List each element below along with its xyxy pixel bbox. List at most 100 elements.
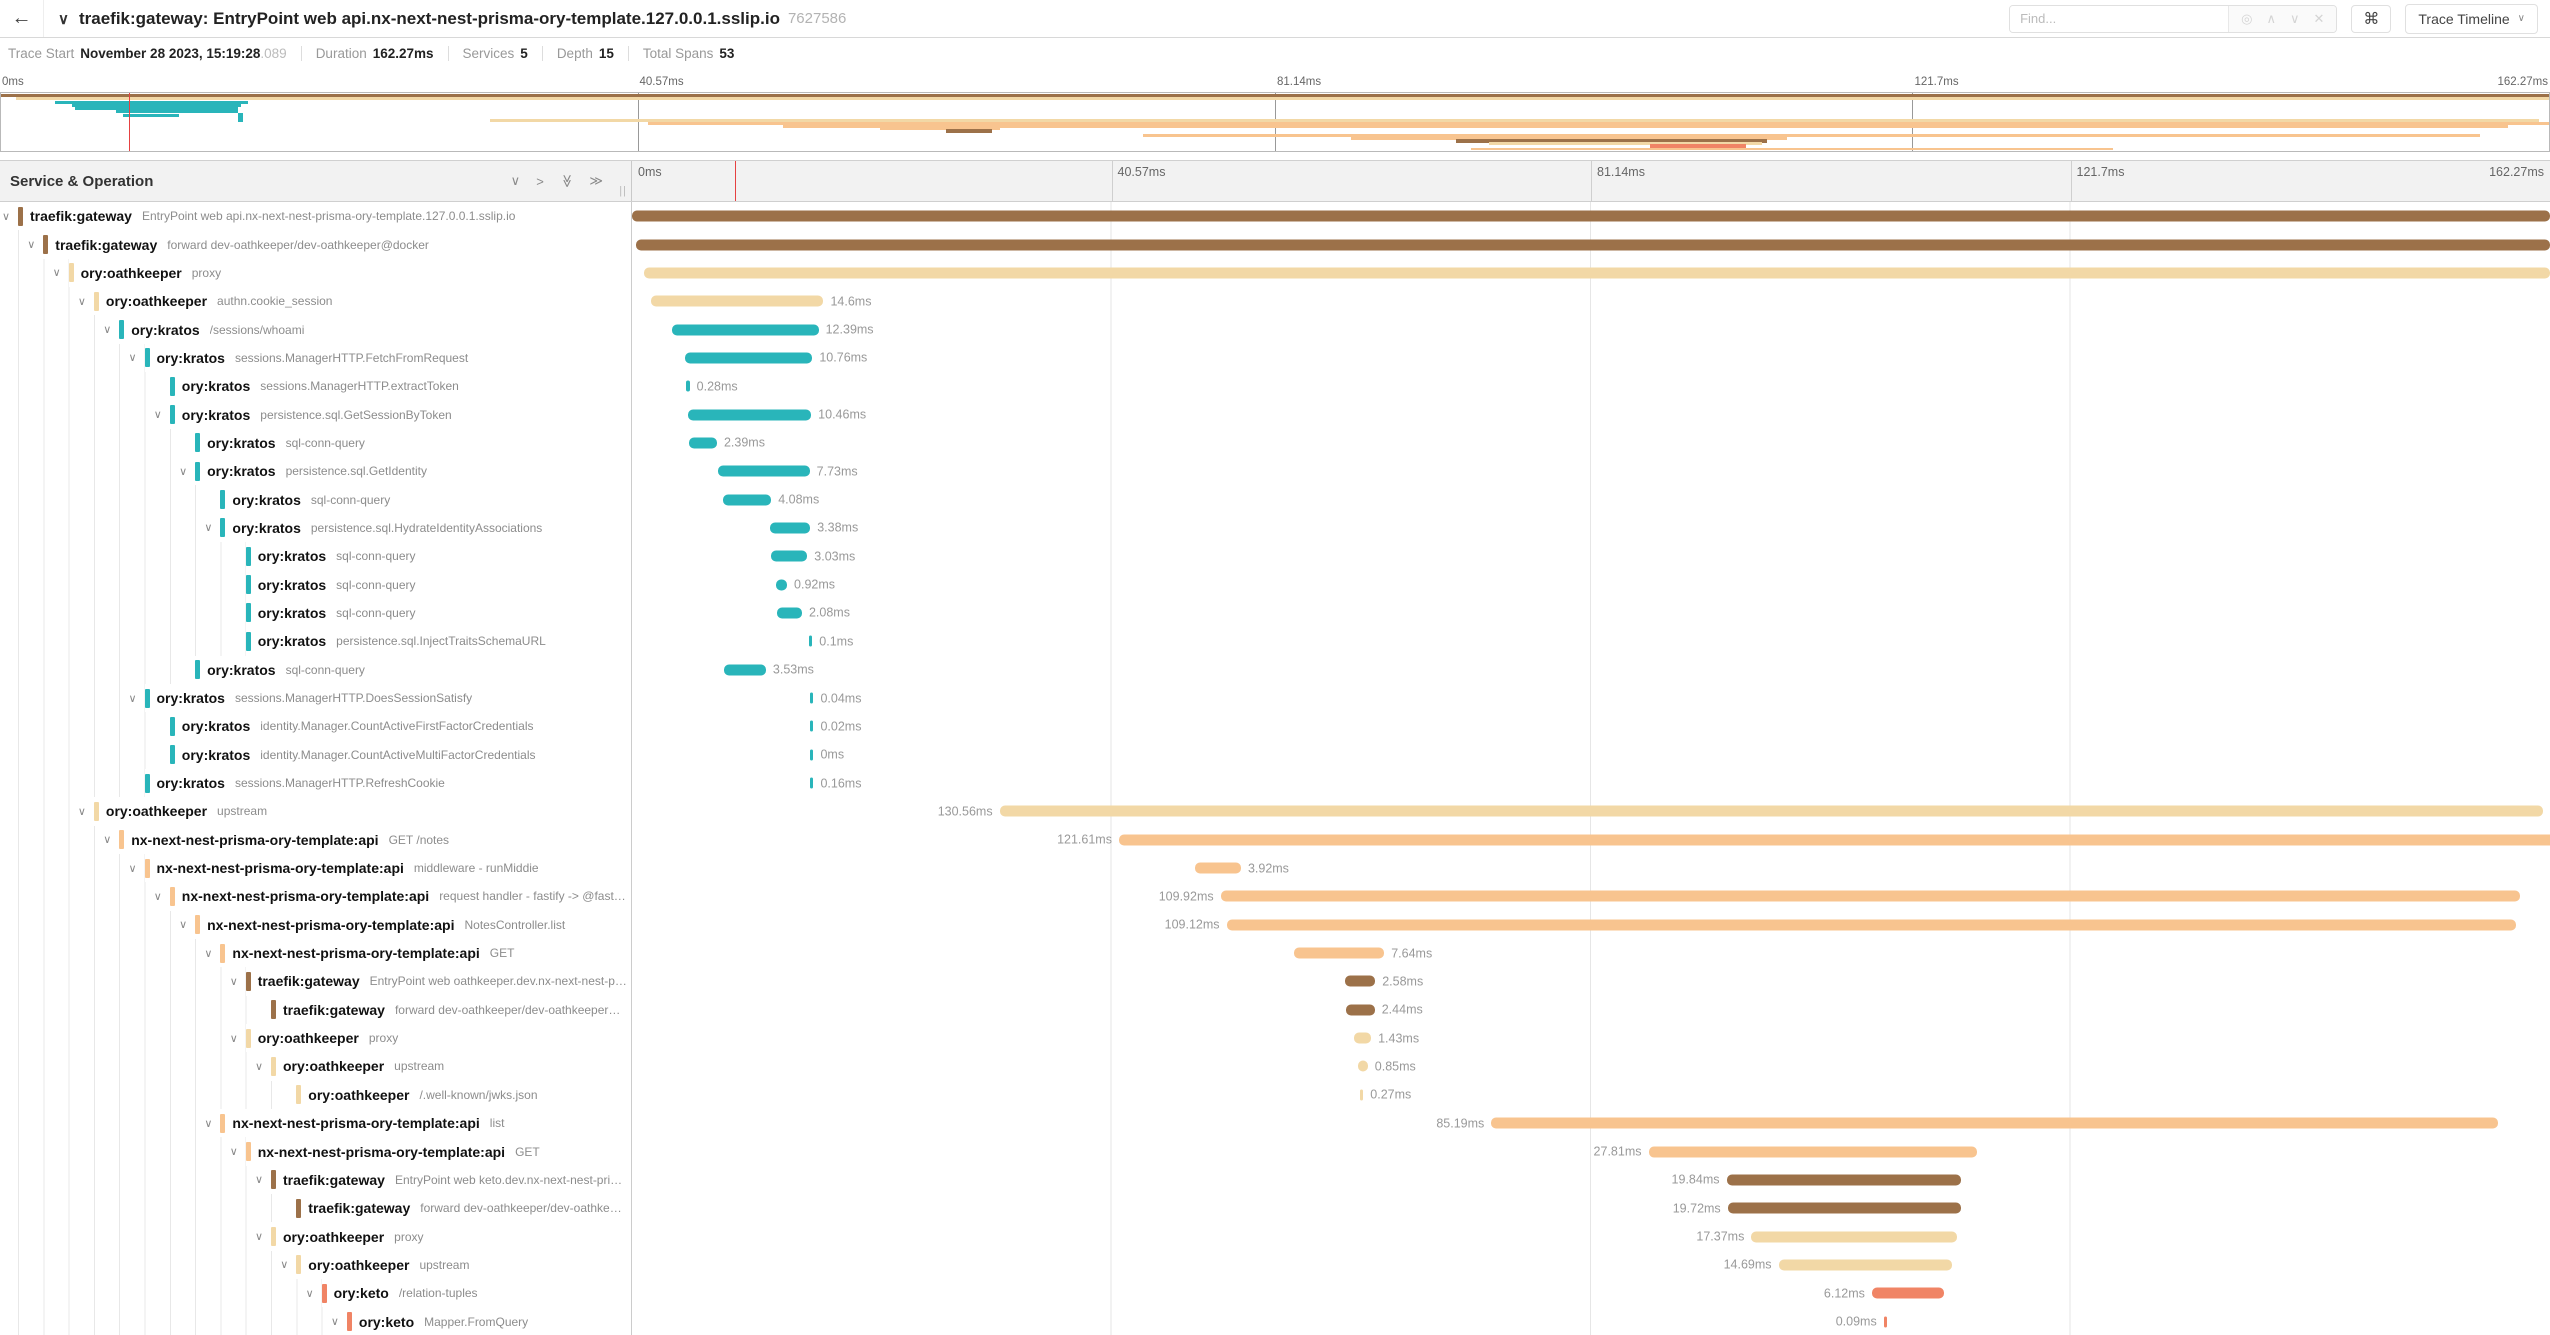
span-duration-bar[interactable]: 0.1ms xyxy=(809,634,853,648)
span-tree-cell[interactable]: ∨ nx-next-nest-prisma-ory-template:api lis… xyxy=(0,1109,632,1138)
span-row[interactable]: traefik:gateway forward dev-oathkeeper/de… xyxy=(0,1194,2550,1223)
prev-result-icon[interactable]: ∧ xyxy=(2266,10,2276,26)
collapse-span-icon[interactable]: ∨ xyxy=(255,1174,264,1187)
span-tree-cell[interactable]: ory:kratos identity.Manager.CountActiveFi… xyxy=(0,712,632,741)
collapse-span-icon[interactable]: ∨ xyxy=(128,862,137,875)
span-tree-cell[interactable]: ∨ traefik:gateway EntryPoint web api.nx-ne… xyxy=(0,202,632,231)
span-tree-cell[interactable]: ory:kratos sessions.ManagerHTTP.extractTo… xyxy=(0,372,632,401)
span-tree-cell[interactable]: ∨ nx-next-nest-prisma-ory-template:api Not… xyxy=(0,910,632,939)
span-row[interactable]: ∨ ory:keto Mapper.FromQuery 0.09ms xyxy=(0,1307,2550,1335)
span-duration-bar[interactable]: 7.73ms xyxy=(718,464,858,478)
collapse-span-icon[interactable]: ∨ xyxy=(229,1032,238,1045)
collapse-span-icon[interactable]: ∨ xyxy=(204,522,213,535)
span-duration-bar[interactable]: 1.43ms xyxy=(1354,1031,1419,1045)
span-row[interactable]: ∨ ory:oathkeeper proxy xyxy=(0,258,2550,288)
span-row[interactable]: ∨ nx-next-nest-prisma-ory-template:api GET… xyxy=(0,1137,2550,1166)
span-tree-cell[interactable]: ∨ ory:kratos sessions.ManagerHTTP.DoesSess… xyxy=(0,683,632,713)
span-row[interactable]: ory:oathkeeper /.well-known/jwks.json 0.27… xyxy=(0,1080,2550,1109)
span-duration-bar[interactable]: 27.81ms xyxy=(1594,1145,1978,1159)
clear-search-icon[interactable]: ✕ xyxy=(2313,10,2325,26)
expand-one-icon[interactable]: > xyxy=(536,173,544,189)
span-duration-bar[interactable]: 0ms xyxy=(810,748,844,762)
collapse-span-icon[interactable]: ∨ xyxy=(280,1259,289,1272)
collapse-span-icon[interactable]: ∨ xyxy=(128,352,137,365)
span-row[interactable]: ory:kratos identity.Manager.CountActiveMu… xyxy=(0,740,2550,769)
collapse-span-icon[interactable]: ∨ xyxy=(153,409,162,422)
expand-all-icon[interactable]: ≫ xyxy=(589,173,603,188)
span-tree-cell[interactable]: traefik:gateway forward dev-oathkeeper/de… xyxy=(0,995,632,1024)
span-duration-bar[interactable]: 121.61ms xyxy=(1057,833,2550,847)
span-tree-cell[interactable]: ∨ ory:oathkeeper proxy xyxy=(0,258,632,288)
span-tree-cell[interactable]: ∨ ory:oathkeeper upstream xyxy=(0,1250,632,1280)
span-tree-cell[interactable]: traefik:gateway forward dev-oathkeeper/de… xyxy=(0,1194,632,1223)
span-tree-cell[interactable]: ∨ traefik:gateway EntryPoint web oathkeepe… xyxy=(0,967,632,996)
span-tree-cell[interactable]: ∨ ory:kratos/sessions/whoami xyxy=(0,315,632,344)
span-row[interactable]: ∨ traefik:gateway EntryPoint web api.nx-ne… xyxy=(0,202,2550,231)
span-tree-cell[interactable]: ∨ ory:oathkeeper authn.cookie_session xyxy=(0,287,632,316)
span-duration-bar[interactable]: 130.56ms xyxy=(938,804,2543,818)
span-row[interactable]: ory:kratos sessions.ManagerHTTP.RefreshCo… xyxy=(0,768,2550,798)
span-row[interactable]: ∨ ory:oathkeeper upstream 130.56ms xyxy=(0,797,2550,826)
span-tree-cell[interactable]: ory:kratos sql-conn-query xyxy=(0,428,632,458)
next-result-icon[interactable]: ∨ xyxy=(2289,10,2300,26)
span-duration-bar[interactable]: 2.58ms xyxy=(1344,974,1423,988)
span-tree-cell[interactable]: ∨ traefik:gateway forward dev-oathkeeper/d… xyxy=(0,230,632,259)
span-row[interactable]: ory:kratos sql-conn-query 2.39ms xyxy=(0,428,2550,458)
collapse-span-icon[interactable]: ∨ xyxy=(255,1060,264,1073)
span-duration-bar[interactable]: 0.27ms xyxy=(1360,1088,1411,1102)
collapse-all-icon[interactable]: ≫ xyxy=(559,174,575,188)
span-duration-bar[interactable]: 10.76ms xyxy=(685,351,867,365)
span-tree-cell[interactable]: ∨ ory:kratos persistence.sql.GetIdentity xyxy=(0,457,632,486)
span-row[interactable]: ory:kratos sql-conn-query 3.03ms xyxy=(0,542,2550,571)
span-duration-bar[interactable]: 0.09ms xyxy=(1836,1315,1887,1329)
span-tree-cell[interactable]: ∨ ory:oathkeeper proxy xyxy=(0,1023,632,1053)
span-tree-cell[interactable]: ory:kratos persistence.sql.InjectTraitsSc… xyxy=(0,627,632,656)
span-row[interactable]: ∨ ory:oathkeeper proxy 1.43ms xyxy=(0,1023,2550,1053)
span-duration-bar[interactable]: 0.92ms xyxy=(776,578,835,592)
span-tree-cell[interactable]: ory:kratos identity.Manager.CountActiveMu… xyxy=(0,740,632,769)
span-tree-cell[interactable]: ∨ nx-next-nest-prisma-ory-template:api req… xyxy=(0,882,632,911)
collapse-span-icon[interactable]: ∨ xyxy=(229,975,238,988)
span-row[interactable]: ∨ ory:oathkeeper upstream 0.85ms xyxy=(0,1052,2550,1081)
span-row[interactable]: ory:kratos identity.Manager.CountActiveFi… xyxy=(0,712,2550,741)
timeline-cursor-line[interactable] xyxy=(734,161,736,201)
collapse-one-icon[interactable]: ∨ xyxy=(510,173,521,188)
span-row[interactable]: ∨ ory:oathkeeper authn.cookie_session 14.6m… xyxy=(0,287,2550,316)
span-duration-bar[interactable] xyxy=(643,267,2550,279)
span-duration-bar[interactable]: 19.72ms xyxy=(1673,1201,1961,1215)
minimap-cursor-line[interactable] xyxy=(129,93,131,151)
span-row[interactable]: ∨ nx-next-nest-prisma-ory-template:api Not… xyxy=(0,910,2550,939)
span-duration-bar[interactable] xyxy=(635,239,2550,251)
span-duration-bar[interactable]: 109.92ms xyxy=(1159,889,2520,903)
span-row[interactable]: ∨ traefik:gateway EntryPoint web oathkeepe… xyxy=(0,967,2550,996)
span-duration-bar[interactable]: 3.92ms xyxy=(1194,861,1289,875)
collapse-span-icon[interactable]: ∨ xyxy=(229,1146,238,1159)
collapse-span-icon[interactable]: ∨ xyxy=(179,465,188,478)
span-row[interactable]: ory:kratos persistence.sql.InjectTraitsSc… xyxy=(0,627,2550,656)
span-tree-cell[interactable]: ory:kratos sql-conn-query xyxy=(0,598,632,628)
span-row[interactable]: ∨ ory:oathkeeper proxy 17.37ms xyxy=(0,1222,2550,1251)
span-tree-cell[interactable]: ory:kratos sql-conn-query xyxy=(0,485,632,514)
span-duration-bar[interactable]: 14.69ms xyxy=(1724,1258,1953,1272)
collapse-span-icon[interactable]: ∨ xyxy=(330,1316,339,1329)
collapse-span-icon[interactable]: ∨ xyxy=(27,239,36,252)
span-duration-bar[interactable]: 3.53ms xyxy=(724,663,814,677)
span-tree-cell[interactable]: ory:kratos sql-conn-query xyxy=(0,655,632,684)
span-tree-cell[interactable]: ∨ nx-next-nest-prisma-ory-template:api GET xyxy=(0,938,632,968)
column-resizer-grip[interactable]: || xyxy=(619,185,627,197)
span-row[interactable]: ∨ traefik:gateway forward dev-oathkeeper/d… xyxy=(0,230,2550,259)
span-row[interactable]: ∨ nx-next-nest-prisma-ory-template:api lis… xyxy=(0,1109,2550,1138)
span-row[interactable]: ory:kratos sql-conn-query 2.08ms xyxy=(0,598,2550,628)
keyboard-shortcuts-button[interactable]: ⌘ xyxy=(2351,4,2392,33)
span-duration-bar[interactable]: 0.28ms xyxy=(686,379,738,393)
span-tree-cell[interactable]: ∨ ory:kratos persistence.sql.HydrateIdenti… xyxy=(0,513,632,543)
span-row[interactable]: ory:kratos sql-conn-query 3.53ms xyxy=(0,655,2550,684)
span-tree-cell[interactable]: ∨ nx-next-nest-prisma-ory-template:api GET xyxy=(0,1137,632,1166)
span-row[interactable]: ∨ nx-next-nest-prisma-ory-template:api GET… xyxy=(0,825,2550,854)
span-row[interactable]: ∨ ory:kratos sessions.ManagerHTTP.FetchFro… xyxy=(0,343,2550,373)
view-selector-button[interactable]: Trace Timeline ∨ xyxy=(2405,3,2538,34)
span-duration-bar[interactable]: 0.02ms xyxy=(810,719,861,733)
span-duration-bar[interactable]: 85.19ms xyxy=(1436,1116,2499,1130)
span-row[interactable]: ory:kratos sessions.ManagerHTTP.extractTo… xyxy=(0,372,2550,401)
minimap-canvas[interactable] xyxy=(0,92,2550,152)
